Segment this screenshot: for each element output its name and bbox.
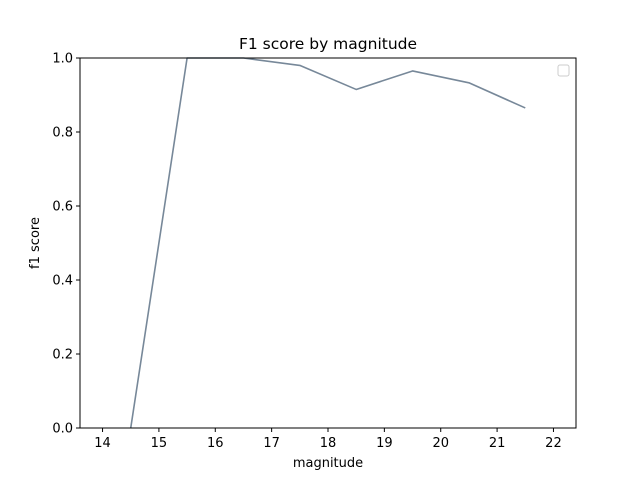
x-tick-label: 22 (545, 436, 562, 451)
y-tick-label: 0.8 (52, 126, 73, 141)
x-tick-label: 16 (207, 436, 224, 451)
x-tick-label: 14 (94, 436, 111, 451)
x-tick-label: 15 (151, 436, 168, 451)
y-axis-label: f1 score (28, 217, 43, 269)
x-tick-label: 17 (263, 436, 280, 451)
x-tick-label: 19 (376, 436, 393, 451)
x-tick-label: 21 (489, 436, 506, 451)
y-tick-label: 0.0 (52, 422, 73, 437)
legend-box (557, 64, 570, 77)
x-axis-label: magnitude (293, 456, 363, 471)
plot-area (80, 58, 576, 428)
y-tick-label: 0.6 (52, 200, 73, 215)
x-tick-label: 20 (432, 436, 449, 451)
plot-frame (79, 57, 577, 429)
y-tick-label: 1.0 (52, 52, 73, 67)
chart-title: F1 score by magnitude (239, 35, 417, 53)
y-tick-label: 0.4 (52, 274, 73, 289)
tick-layer: 14 15 16 17 18 19 20 21 22 0.0 0.2 0.4 0.6 0.8 1.0 (52, 52, 561, 452)
y-tick-label: 0.2 (52, 348, 73, 363)
x-tick-label: 18 (320, 436, 337, 451)
